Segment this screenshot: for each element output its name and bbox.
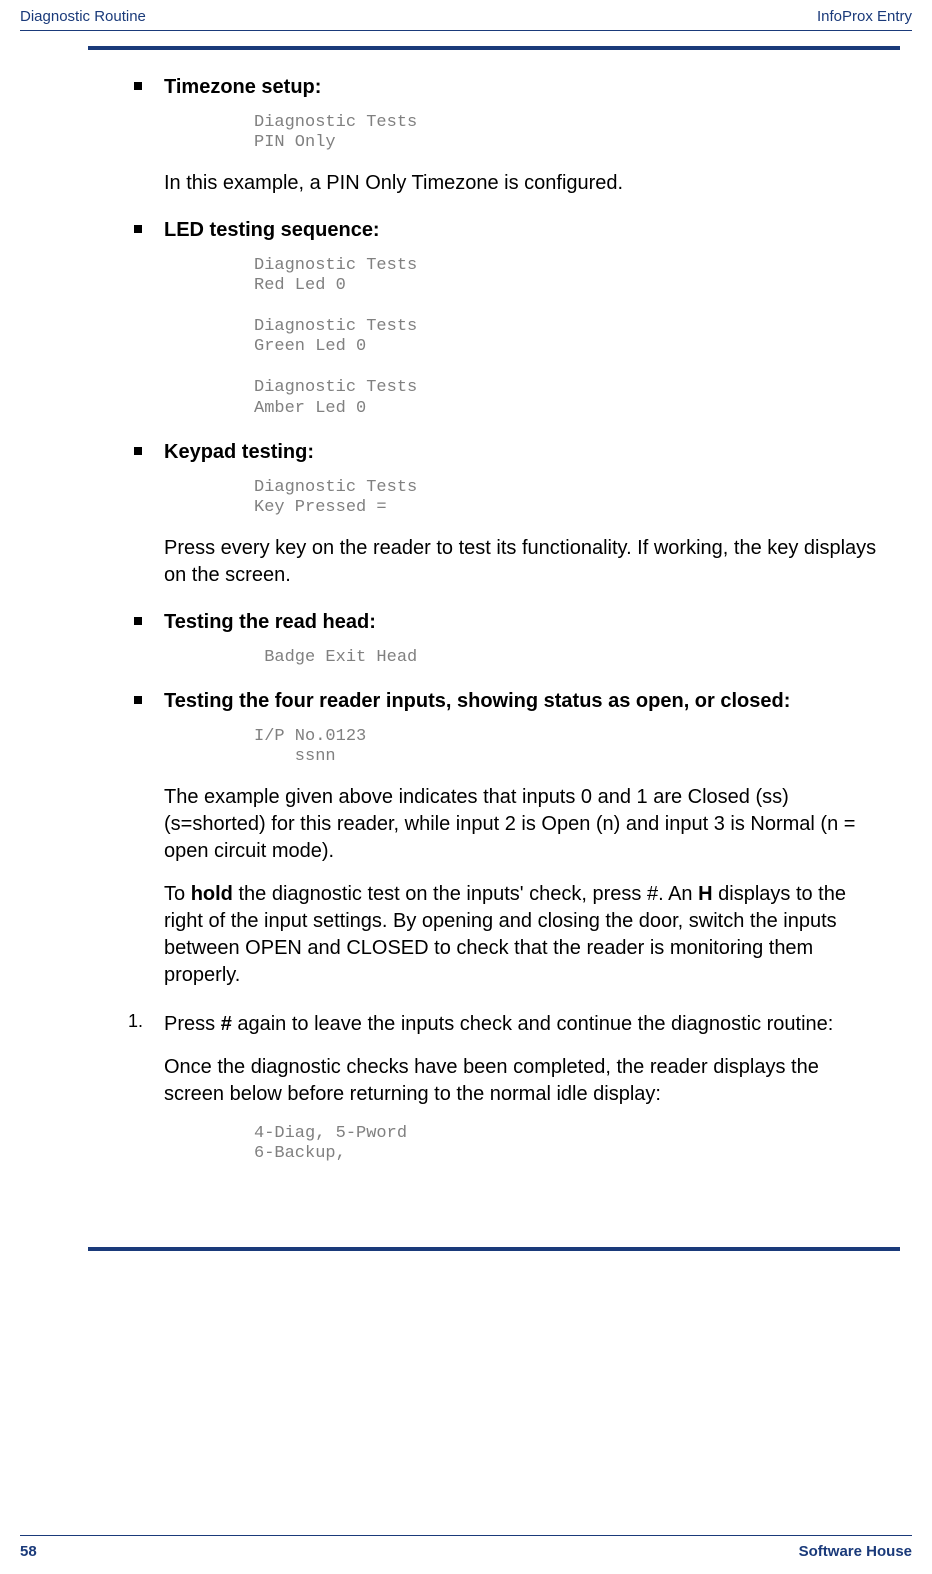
page-footer: 58 Software House <box>20 1543 912 1560</box>
paragraph: Once the diagnostic checks have been com… <box>164 1054 884 1108</box>
section-heading: Testing the four reader inputs, showing … <box>164 690 884 713</box>
section-item: 1. Press # again to leave the inputs chec… <box>104 1011 884 1165</box>
page-number: 58 <box>20 1543 37 1560</box>
content-frame: Timezone setup: Diagnostic Tests PIN Only… <box>88 46 900 1251</box>
page-header: Diagnostic Routine InfoProx Entry <box>20 8 912 25</box>
bullet-icon <box>134 447 142 455</box>
header-rule <box>20 30 912 31</box>
section-item: Keypad testing: Diagnostic Tests Key Pres… <box>104 441 884 589</box>
header-left: Diagnostic Routine <box>20 8 146 25</box>
section-heading: Keypad testing: <box>164 441 884 464</box>
section-item: Timezone setup: Diagnostic Tests PIN Only… <box>104 76 884 197</box>
code-display: Diagnostic Tests Red Led 0 Diagnostic Te… <box>254 256 884 419</box>
section-item: LED testing sequence: Diagnostic Tests Re… <box>104 219 884 419</box>
section-item: Testing the read head: Badge Exit Head <box>104 611 884 668</box>
section-heading: Timezone setup: <box>164 76 884 99</box>
list-number: 1. <box>128 1011 143 1032</box>
paragraph: In this example, a PIN Only Timezone is … <box>164 170 884 197</box>
section-heading: Testing the read head: <box>164 611 884 634</box>
paragraph: To hold the diagnostic test on the input… <box>164 881 884 989</box>
code-display: Diagnostic Tests PIN Only <box>254 113 884 154</box>
footer-rule <box>20 1535 912 1536</box>
bullet-icon <box>134 82 142 90</box>
header-right: InfoProx Entry <box>817 8 912 25</box>
paragraph: The example given above indicates that i… <box>164 784 884 865</box>
code-display: Diagnostic Tests Key Pressed = <box>254 478 884 519</box>
paragraph: Press # again to leave the inputs check … <box>164 1011 884 1038</box>
section-heading: LED testing sequence: <box>164 219 884 242</box>
code-display: I/P No.0123 ssnn <box>254 727 884 768</box>
footer-right: Software House <box>799 1543 912 1560</box>
code-display: Badge Exit Head <box>254 648 884 668</box>
bullet-icon <box>134 696 142 704</box>
bullet-icon <box>134 617 142 625</box>
paragraph: Press every key on the reader to test it… <box>164 535 884 589</box>
code-display: 4-Diag, 5-Pword 6-Backup, <box>254 1124 884 1165</box>
bullet-icon <box>134 225 142 233</box>
section-item: Testing the four reader inputs, showing … <box>104 690 884 989</box>
